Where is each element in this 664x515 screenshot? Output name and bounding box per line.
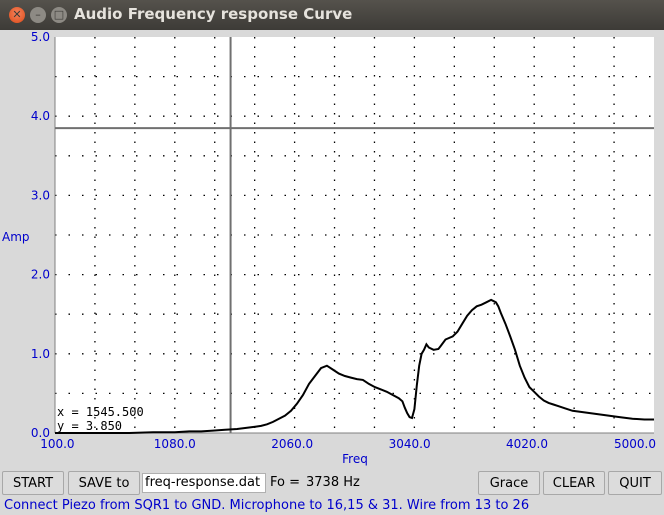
cursor-y-readout: y = 3.850 xyxy=(57,419,122,433)
title-bar: ✕ – □ Audio Frequency response Curve xyxy=(0,0,664,30)
status-message: Connect Piezo from SQR1 to GND. Micropho… xyxy=(4,498,530,513)
quit-button[interactable]: QUIT xyxy=(608,471,662,495)
fo-label: Fo = xyxy=(270,475,300,490)
x-tick-label: 3040.0 xyxy=(389,437,431,451)
grace-button[interactable]: Grace xyxy=(478,471,540,495)
window-title: Audio Frequency response Curve xyxy=(74,5,353,23)
x-tick-label: 1080.0 xyxy=(154,437,196,451)
clear-button[interactable]: CLEAR xyxy=(543,471,605,495)
x-tick-label: 4020.0 xyxy=(506,437,548,451)
y-tick-label: 0.0 xyxy=(31,426,50,440)
x-tick-label: 100.0 xyxy=(40,437,74,451)
x-axis-label: Freq xyxy=(342,452,368,466)
response-curve xyxy=(55,298,654,434)
y-tick-label: 1.0 xyxy=(31,347,50,361)
y-axis-label: Amp xyxy=(2,230,30,244)
plot-area[interactable] xyxy=(55,37,654,433)
fo-value: 3738 Hz xyxy=(306,475,360,490)
x-tick-label: 2060.0 xyxy=(271,437,313,451)
filename-input[interactable]: freq-response.dat xyxy=(142,473,266,493)
y-tick-label: 3.0 xyxy=(31,188,50,202)
y-tick-label: 5.0 xyxy=(31,30,50,44)
minimize-icon[interactable]: – xyxy=(30,7,46,23)
y-tick-label: 2.0 xyxy=(31,268,50,282)
start-button[interactable]: START xyxy=(2,471,64,495)
maximize-icon[interactable]: □ xyxy=(51,7,67,23)
close-icon[interactable]: ✕ xyxy=(9,7,25,23)
y-tick-label: 4.0 xyxy=(31,109,50,123)
cursor-x-readout: x = 1545.500 xyxy=(57,405,144,419)
plot-canvas[interactable]: 0.0 1.0 2.0 3.0 4.0 5.0 100.0 1080.0 2060.0 3040… xyxy=(0,30,664,468)
save-button[interactable]: SAVE to xyxy=(68,471,140,495)
x-tick-label: 5000.0 xyxy=(614,437,656,451)
